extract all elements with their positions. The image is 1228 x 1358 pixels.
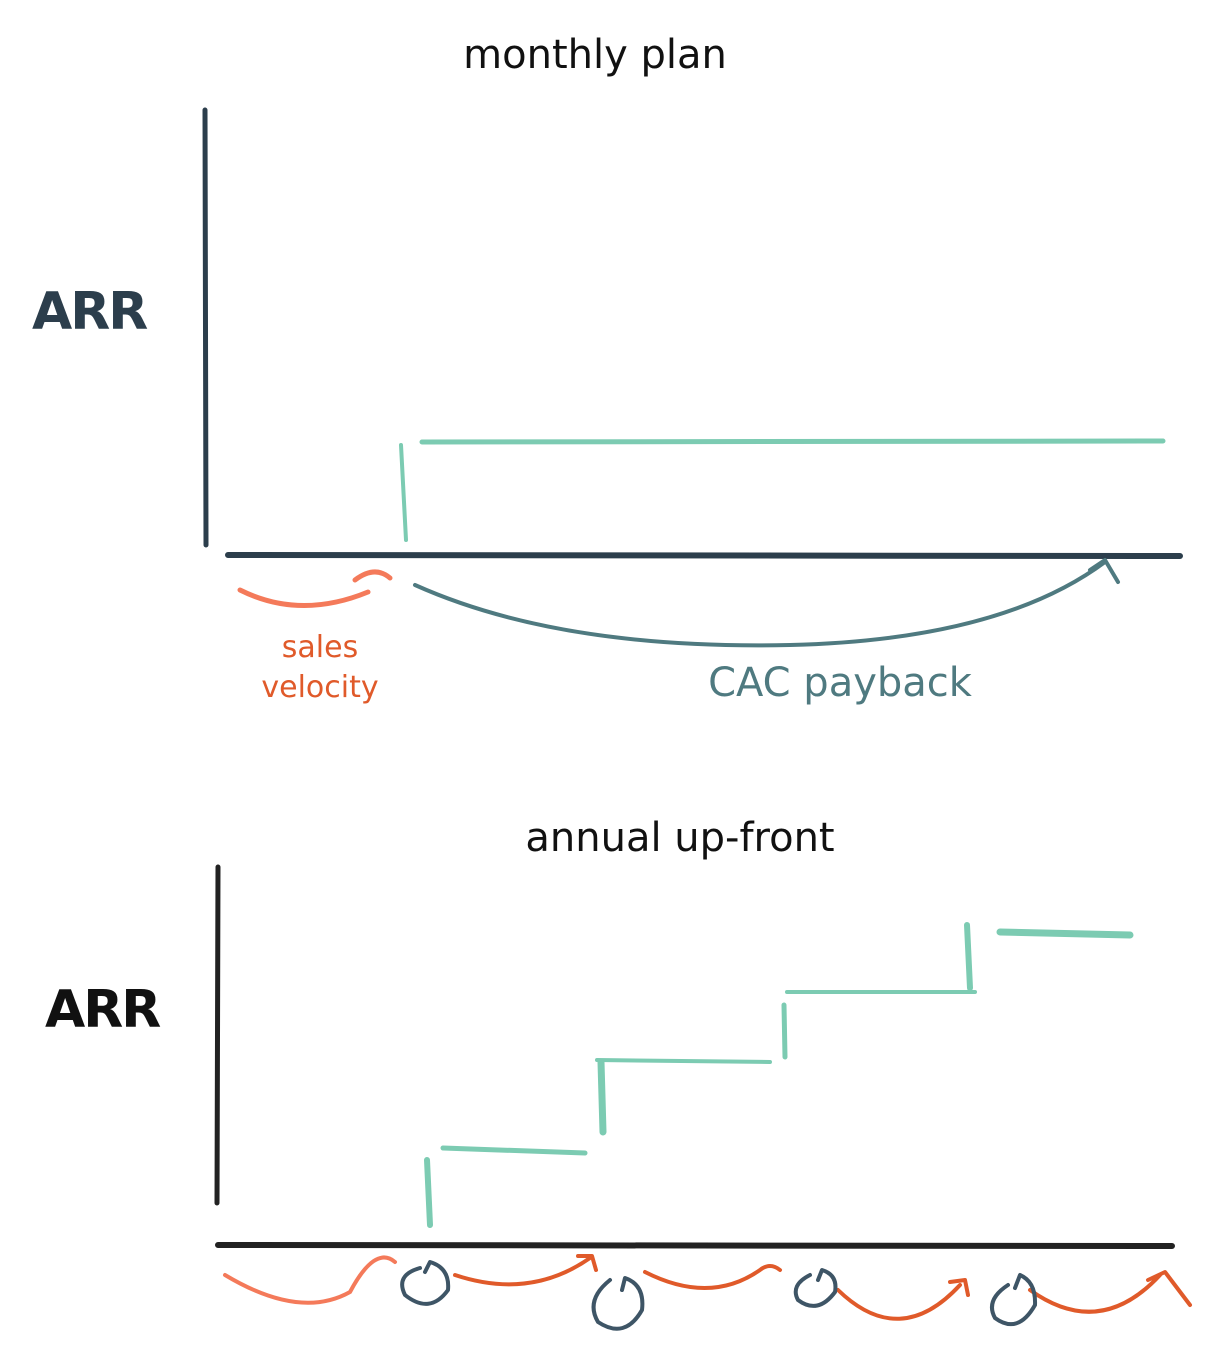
arc [453,1254,598,1287]
velocity-arc [237,569,393,608]
step [597,1058,607,1136]
y-label: ARR [32,282,148,342]
loop [400,1260,451,1306]
x-axis [215,1242,1175,1249]
step [781,1002,788,1060]
payback-arc [413,558,1120,648]
loop [591,1276,645,1331]
y-axis [202,107,209,548]
y-label: ARR [45,980,161,1040]
chart-title: annual up-front [525,815,835,861]
step [595,1058,772,1064]
annotation: CAC payback [708,660,972,706]
annotation: sales velocity [261,630,379,705]
y-axis [214,864,221,1206]
loop [793,1268,838,1308]
arr-step [399,443,408,542]
arr-steps [424,922,1134,1228]
step [996,928,1134,939]
step [440,1145,588,1156]
loop [990,1273,1038,1327]
step [964,922,973,991]
arc [1028,1270,1192,1314]
arr-line [419,438,1166,445]
arc [643,1264,782,1290]
chart-title: monthly plan [463,32,727,78]
payback-loops [400,1260,1038,1331]
arc [836,1278,970,1321]
step [424,1157,433,1228]
velocity-arc [223,1255,397,1305]
x-axis [225,552,1183,559]
renewal-arcs [453,1254,1192,1321]
